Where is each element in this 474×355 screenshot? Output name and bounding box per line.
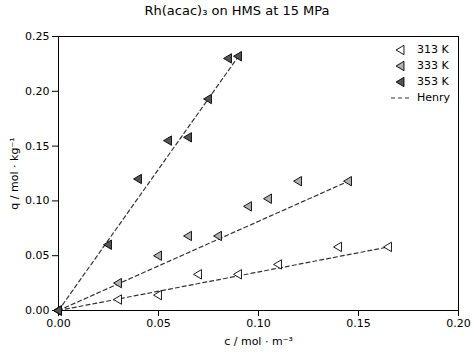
svg-text:0.20: 0.20: [446, 317, 471, 330]
html-text:Rh(acac)₃ on HMS at 15 MPa: Rh(acac)₃ on HMS at 15 MPa: [144, 3, 330, 18]
html-text:313 K: 313 K: [417, 43, 449, 56]
svg-text:0.15: 0.15: [25, 140, 50, 153]
svg-text:0.00: 0.00: [25, 304, 50, 317]
svg-text:0.00: 0.00: [46, 317, 71, 330]
svg-text:0.20: 0.20: [25, 85, 50, 98]
svg-text:0.10: 0.10: [25, 194, 50, 207]
svg-text:0.05: 0.05: [146, 317, 171, 330]
svg-text:q / mol · kg⁻¹: q / mol · kg⁻¹: [8, 137, 21, 209]
svg-text:0.10: 0.10: [246, 317, 271, 330]
html-text:333 K: 333 K: [417, 59, 449, 72]
svg-text:0.25: 0.25: [25, 30, 50, 43]
html-text:353 K: 353 K: [417, 75, 449, 88]
svg-text:0.05: 0.05: [25, 249, 50, 262]
svg-text:0.15: 0.15: [346, 317, 371, 330]
html-text:Henry: Henry: [417, 91, 450, 104]
svg-text:c / mol · m⁻³: c / mol · m⁻³: [224, 335, 293, 348]
